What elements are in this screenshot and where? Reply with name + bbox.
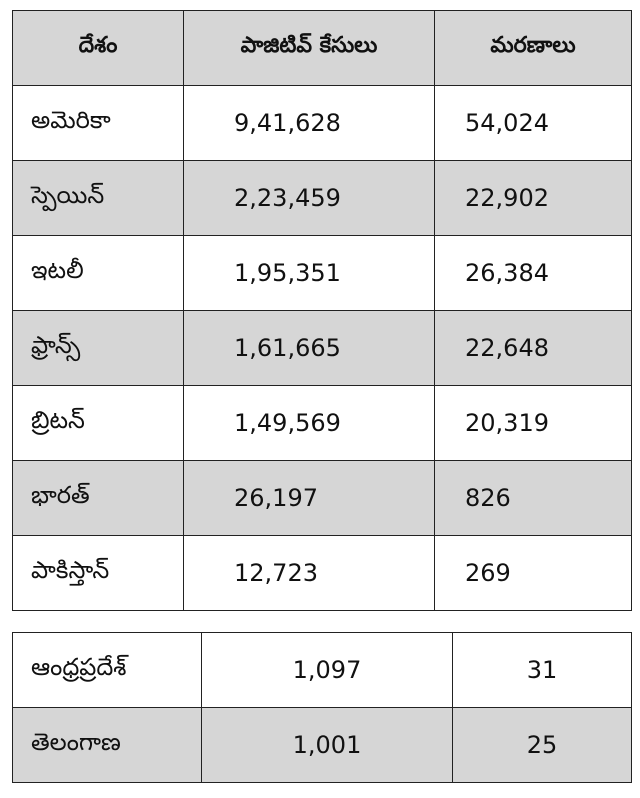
cell: ఇటలీ [12,235,184,311]
cell: 26,197 [183,460,435,536]
cell: 9,41,628 [183,85,435,161]
table-row: అమెరికా 9,41,628 54,024 [12,85,632,161]
cell: 2,23,459 [183,160,435,236]
table-row: తెలంగాణ 1,001 25 [12,707,632,783]
cell: దేశం [12,10,184,86]
cell: పాజిటివ్ కేసులు [183,10,435,86]
cell: 25 [452,707,632,783]
state-table: ఆంధ్రప్రదేశ్ 1,097 31 తెలంగాణ 1,001 25 [12,632,632,783]
table-row: స్పెయిన్ 2,23,459 22,902 [12,160,632,236]
main-table: దేశం పాజిటివ్ కేసులు మరణాలు అమెరికా 9,41,628… [12,10,632,611]
cell: 1,49,569 [183,385,435,461]
table-row: భారత్ 26,197 826 [12,460,632,536]
cell: పాకిస్తాన్ [12,535,184,611]
cell: 1,95,351 [183,235,435,311]
cell: 22,902 [434,160,632,236]
cell: మరణాలు [434,10,632,86]
cell: బ్రిటన్ [12,385,184,461]
table-row: ఇటలీ 1,95,351 26,384 [12,235,632,311]
cell: 826 [434,460,632,536]
cell: ఫ్రాన్స్ [12,310,184,386]
table-row: ఆంధ్రప్రదేశ్ 1,097 31 [12,632,632,708]
cell: అమెరికా [12,85,184,161]
cell: 22,648 [434,310,632,386]
cell: 20,319 [434,385,632,461]
cell: తెలంగాణ [12,707,202,783]
cell: ఆంధ్రప్రదేశ్ [12,632,202,708]
cell: 1,61,665 [183,310,435,386]
cell: స్పెయిన్ [12,160,184,236]
header-row: దేశం పాజిటివ్ కేసులు మరణాలు [12,10,632,86]
table-row: పాకిస్తాన్ 12,723 269 [12,535,632,611]
cell: 1,097 [201,632,453,708]
cell: 54,024 [434,85,632,161]
cell: భారత్ [12,460,184,536]
cell: 26,384 [434,235,632,311]
table-row: బ్రిటన్ 1,49,569 20,319 [12,385,632,461]
cell: 269 [434,535,632,611]
cell: 31 [452,632,632,708]
table-row: ఫ్రాన్స్ 1,61,665 22,648 [12,310,632,386]
cell: 12,723 [183,535,435,611]
cell: 1,001 [201,707,453,783]
